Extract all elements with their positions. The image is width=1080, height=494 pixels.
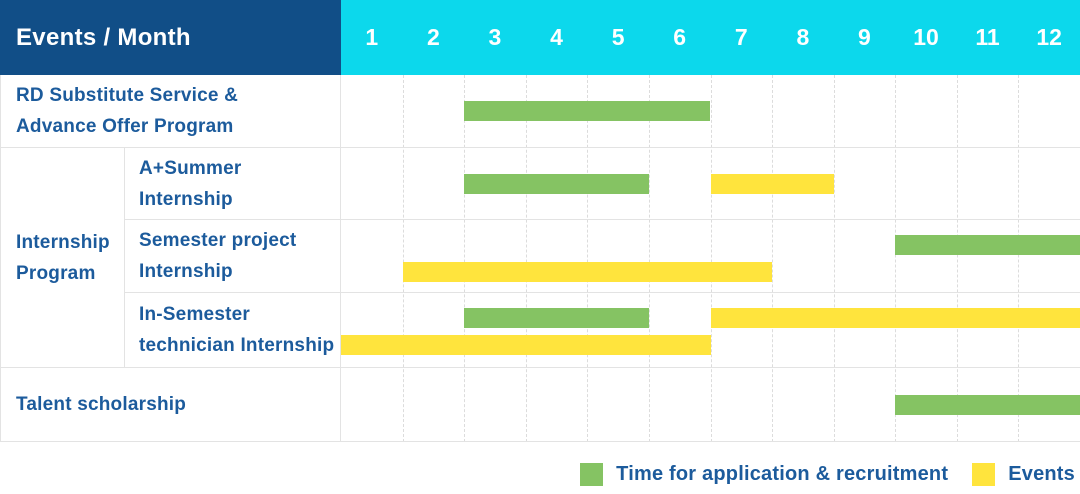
- month-label: 4: [550, 24, 563, 50]
- row-label-line: RD Substitute Service &: [16, 85, 239, 106]
- month-gridlines: [341, 75, 1080, 442]
- row-label-line: Internship: [16, 231, 110, 253]
- row-label-semester-project-internship: Semester project Internship: [125, 220, 341, 293]
- row-label-line: Advance Offer Program: [16, 116, 234, 137]
- row-group-label-internship-program: Internship Program: [0, 148, 125, 368]
- month-gridline: [1018, 75, 1020, 442]
- row-label-a-summer-internship: A+Summer Internship: [125, 148, 341, 220]
- row-label-line: Program: [16, 262, 96, 284]
- month-gridline: [833, 75, 835, 442]
- row-label-line: Semester project: [139, 230, 297, 251]
- month-label: 8: [796, 24, 810, 50]
- row-label-in-semester-technician-internship: In-Semester technician Internship: [125, 293, 341, 368]
- green-swatch-icon: [580, 462, 604, 486]
- legend-events-label: Events: [1008, 462, 1075, 485]
- header-events-month: Events / Month: [0, 0, 341, 75]
- application-bar: [464, 173, 649, 194]
- chart-row-rd-substitute: [341, 75, 1080, 148]
- legend-item-events: Events: [972, 462, 1075, 486]
- month-gridline: [402, 75, 404, 442]
- month-gridline: [895, 75, 897, 442]
- schedule-table: Events / Month 1 2 3 4 5 6 7 8 9 10 11 12 RD Substi…: [0, 0, 1080, 442]
- row-label-line: technician Internship: [139, 335, 335, 356]
- month-gridline: [710, 75, 712, 442]
- month-gridline: [648, 75, 650, 442]
- event-bar: [402, 262, 773, 282]
- application-bar: [464, 308, 649, 328]
- month-label: 10: [913, 24, 939, 50]
- row-label-talent-scholarship: Talent scholarship: [0, 368, 341, 442]
- header-title: Events / Month: [16, 23, 191, 51]
- event-bar: [710, 308, 1080, 328]
- yellow-swatch-icon: [972, 462, 996, 486]
- legend-item-application: Time for application & recruitment: [580, 462, 949, 486]
- month-header-row: 1 2 3 4 5 6 7 8 9 10 11 12: [341, 0, 1080, 75]
- chart-row-semester-project: [341, 220, 1080, 293]
- row-label-line: Internship: [139, 188, 233, 210]
- row-label-line: A+Summer: [139, 157, 242, 179]
- application-bar: [895, 394, 1080, 415]
- month-gridline: [525, 75, 527, 442]
- chart-row-a-summer: [341, 148, 1080, 220]
- application-bar: [464, 101, 711, 121]
- month-label: 12: [1036, 24, 1062, 50]
- month-label: 6: [673, 24, 687, 50]
- month-gridline: [956, 75, 958, 442]
- row-label-line: Internship: [139, 261, 233, 282]
- legend-application-label: Time for application & recruitment: [616, 462, 949, 485]
- chart-row-in-semester: [341, 293, 1080, 368]
- month-label: 7: [734, 24, 748, 50]
- legend: Time for application & recruitment Event…: [0, 458, 1080, 490]
- month-label: 2: [426, 24, 440, 50]
- row-label-line: In-Semester: [139, 304, 250, 325]
- row-label-line: Talent scholarship: [16, 394, 187, 415]
- month-label: 3: [488, 24, 502, 50]
- event-bar: [341, 335, 711, 355]
- row-label-rd-substitute: RD Substitute Service & Advance Offer Pr…: [0, 75, 341, 148]
- month-label: 9: [858, 24, 871, 50]
- month-gridline: [464, 75, 466, 442]
- month-label: 5: [611, 24, 625, 50]
- month-gridline: [772, 75, 774, 442]
- event-bar: [710, 173, 834, 194]
- month-label: 1: [365, 24, 379, 50]
- month-label: 11: [975, 24, 1000, 50]
- application-bar: [895, 235, 1080, 255]
- chart-row-talent-scholarship: [341, 368, 1080, 442]
- month-gridline: [587, 75, 589, 442]
